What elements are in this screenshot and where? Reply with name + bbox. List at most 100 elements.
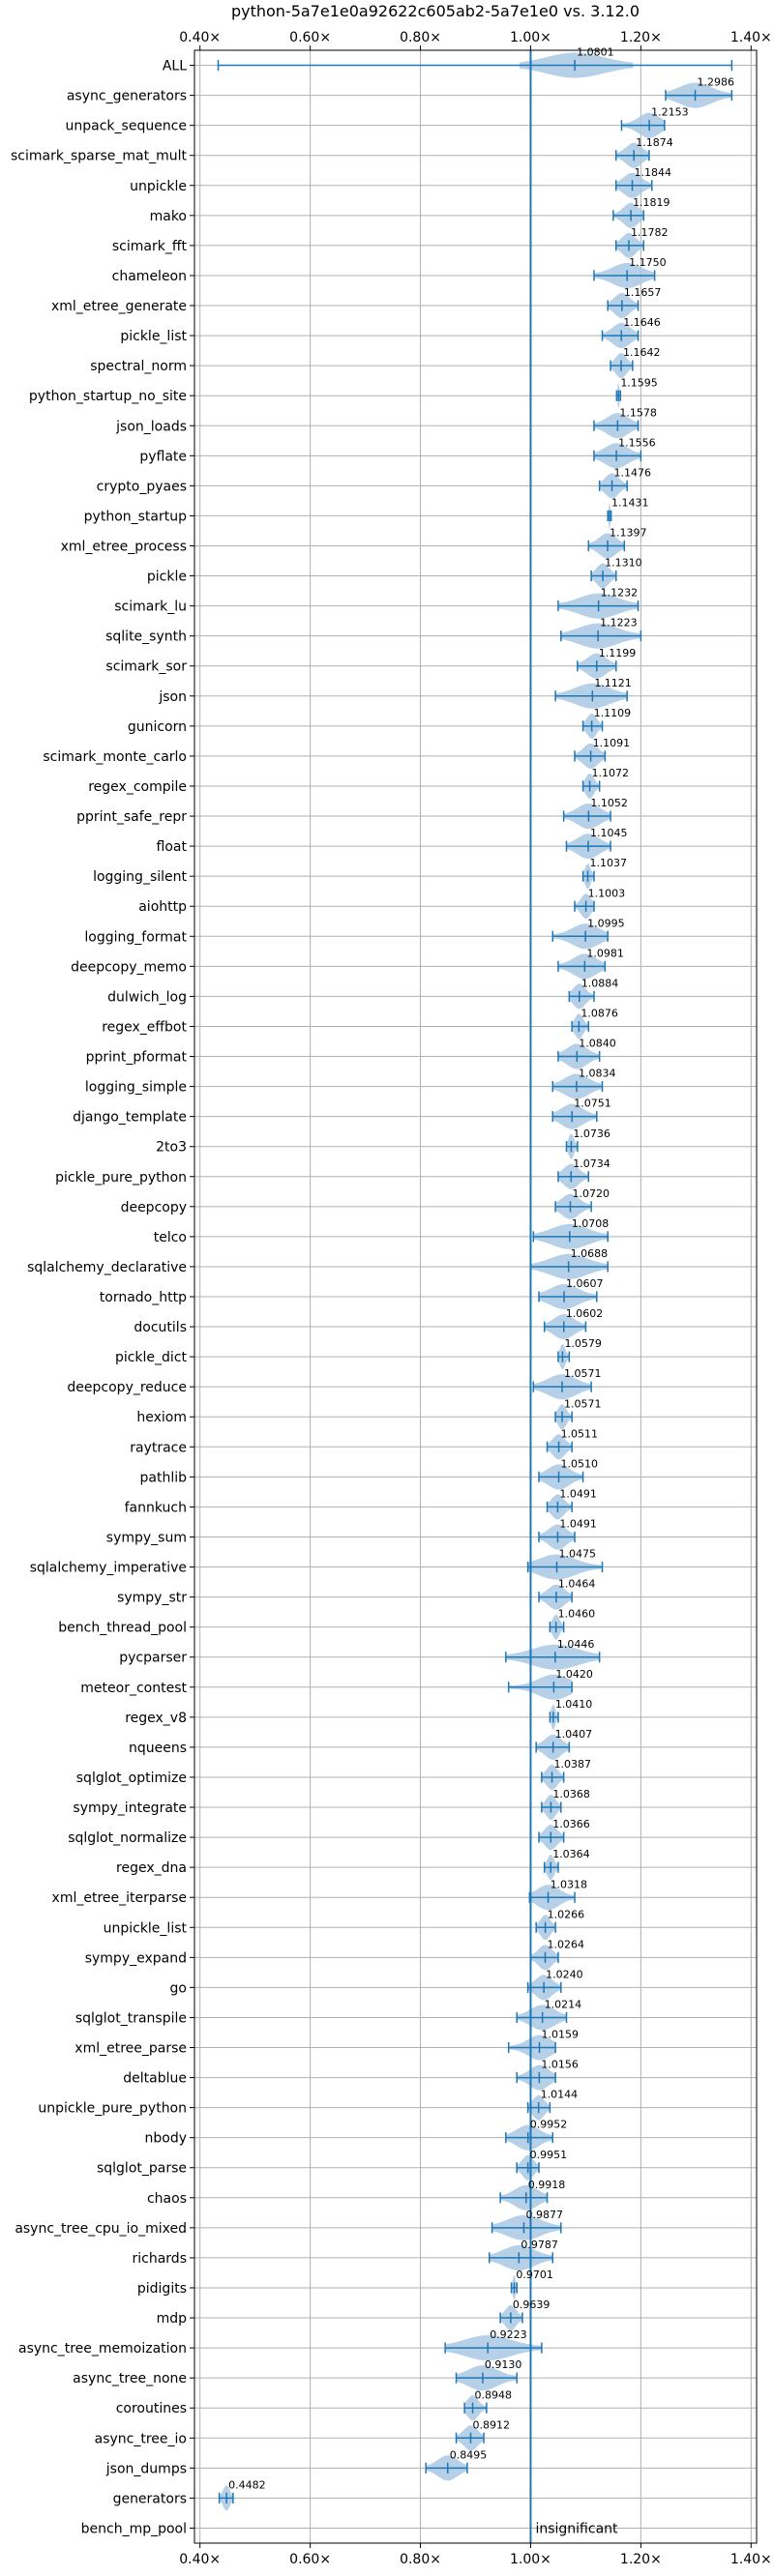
benchmark-label: pickle_dict <box>115 1350 188 1365</box>
median-value-label: 1.0884 <box>581 977 619 989</box>
median-value-label: 0.8912 <box>472 2418 509 2431</box>
benchmark-label: sqlglot_normalize <box>68 1830 187 1846</box>
benchmark-label: scimark_lu <box>114 600 187 615</box>
x-tick-label-bottom: 0.40× <box>179 2552 221 2567</box>
benchmark-label: pidigits <box>137 2281 187 2297</box>
benchmark-label: xml_etree_process <box>61 539 187 554</box>
median-value-label: 1.0410 <box>555 1698 593 1711</box>
benchmark-label: scimark_fft <box>112 239 188 254</box>
benchmark-label: json_dumps <box>105 2461 187 2476</box>
median-value-label: 1.1310 <box>605 557 642 570</box>
benchmark-label: python_startup <box>84 509 187 524</box>
labels: ALL async_generators unpack_sequencescimar… <box>11 46 734 2537</box>
median-value-label: 1.1003 <box>588 887 626 899</box>
benchmark-label: sympy_sum <box>106 1530 187 1545</box>
benchmark-label: chameleon <box>112 269 187 284</box>
benchmark-label: sqlalchemy_declarative <box>27 1260 187 1275</box>
benchmark-label: logging_simple <box>85 1080 187 1096</box>
benchmark-label: sqlalchemy_imperative <box>30 1561 187 1576</box>
median-value-label: 1.1750 <box>629 256 667 269</box>
benchmark-label: spectral_norm <box>90 359 187 374</box>
chart-title: python-5a7e1e0a92622c605ab2-5a7e1e0 vs. … <box>231 2 640 20</box>
benchmark-label: aiohttp <box>138 899 187 915</box>
median-value-label: 1.0708 <box>572 1217 610 1230</box>
median-value-label: 0.9639 <box>513 2298 551 2311</box>
benchmark-label: mdp <box>157 2311 188 2327</box>
median-value-label: 1.0460 <box>558 1608 596 1621</box>
median-value-label: 1.0571 <box>564 1397 602 1410</box>
benchmark-label: raytrace <box>130 1440 187 1455</box>
benchmark-label: scimark_sparse_mat_mult <box>11 149 187 164</box>
median-value-label: 0.9787 <box>521 2239 558 2251</box>
benchmark-label: deepcopy_memo <box>71 959 187 975</box>
median-value-label: 1.2153 <box>651 106 689 119</box>
benchmark-label: gunicorn <box>128 719 187 735</box>
insignificant-annotation: insignificant <box>535 2521 618 2536</box>
benchmark-label: pprint_safe_repr <box>76 809 187 825</box>
benchmark-label: sqlglot_transpile <box>75 2010 187 2026</box>
median-value-label: 1.1121 <box>594 677 632 689</box>
median-value-label: 1.1223 <box>600 617 638 629</box>
median-value-label: 0.9952 <box>530 2119 568 2131</box>
benchmark-label: pycparser <box>119 1651 187 1666</box>
median-value-label: 0.9918 <box>528 2179 566 2191</box>
benchmark-label: go <box>170 1980 187 1996</box>
benchmark-label: regex_effbot <box>102 1019 187 1035</box>
median-value-label: 1.0688 <box>571 1247 609 1260</box>
benchmark-label: xml_etree_parse <box>74 2041 187 2057</box>
benchmark-label: unpickle <box>130 179 187 194</box>
benchmark-label: async_generators <box>67 89 187 104</box>
median-value-label: 1.0318 <box>551 1878 588 1890</box>
benchmark-label: sympy_expand <box>85 1950 187 1966</box>
median-value-label: 1.0214 <box>545 1999 582 2011</box>
benchmark-label: 2to3 <box>156 1140 187 1156</box>
median-value-label: 1.1819 <box>633 196 670 209</box>
benchmark-label: crypto_pyaes <box>97 479 187 494</box>
median-value-label: 1.1109 <box>594 707 632 719</box>
benchmark-label: deepcopy_reduce <box>67 1380 187 1395</box>
median-value-label: 1.1578 <box>619 406 657 419</box>
median-value-label: 1.0607 <box>566 1277 604 1290</box>
median-value-label: 1.0995 <box>587 917 625 929</box>
median-value-label: 1.1646 <box>623 316 661 329</box>
benchmark-label: ALL <box>163 59 187 74</box>
benchmark-label: pathlib <box>140 1470 188 1485</box>
benchmark-label: nqueens <box>129 1741 187 1756</box>
benchmark-label: unpickle_list <box>104 1920 188 1936</box>
benchmark-label: deltablue <box>123 2071 187 2087</box>
benchmark-label: sqlglot_parse <box>97 2161 187 2177</box>
violins <box>217 50 733 2543</box>
benchmark-label: pickle_list <box>120 329 187 344</box>
median-value-label: 1.1072 <box>592 767 630 779</box>
x-tick-label-bottom: 1.40× <box>730 2552 772 2567</box>
benchmark-label: json <box>158 689 187 705</box>
median-value-label: 1.0736 <box>573 1127 610 1140</box>
benchmark-label: chaos <box>147 2191 187 2207</box>
x-tick-label-top: 0.80× <box>400 30 441 45</box>
benchmark-label: logging_silent <box>93 869 187 885</box>
benchmark-label: sqlglot_optimize <box>76 1771 187 1786</box>
median-value-label: 1.0491 <box>559 1487 597 1500</box>
benchmark-label: regex_compile <box>88 779 187 795</box>
x-tick-label-top: 1.40× <box>730 30 772 45</box>
benchmark-label: pprint_pformat <box>86 1050 188 1066</box>
median-value-label: 1.0446 <box>557 1638 595 1651</box>
benchmark-label: xml_etree_generate <box>51 299 187 314</box>
median-value-label: 1.0801 <box>577 46 614 59</box>
median-value-label: 1.0266 <box>548 1908 585 1920</box>
benchmark-label: pickle_pure_python <box>55 1170 187 1186</box>
benchmark-label: nbody <box>145 2131 188 2147</box>
median-value-label: 1.0264 <box>547 1938 584 1950</box>
benchmark-label: regex_dna <box>116 1860 187 1876</box>
median-value-label: 1.0602 <box>566 1307 604 1320</box>
benchmark-label: xml_etree_iterparse <box>52 1890 187 1906</box>
x-tick-label-bottom: 0.80× <box>400 2552 441 2567</box>
median-value-label: 0.9130 <box>485 2358 522 2371</box>
axes: 0.40× 0.40× 0.60× 0.60× 0.80× 0.80× 1.00× 1.00×… <box>179 30 772 2567</box>
median-value-label: 1.1642 <box>623 346 661 359</box>
benchmark-label: async_tree_memoization <box>18 2341 187 2356</box>
benchmark-label: richards <box>133 2251 188 2267</box>
benchmark-label: unpack_sequence <box>66 119 187 134</box>
median-value-label: 0.9877 <box>525 2209 563 2221</box>
benchmark-label: generators <box>113 2491 187 2506</box>
